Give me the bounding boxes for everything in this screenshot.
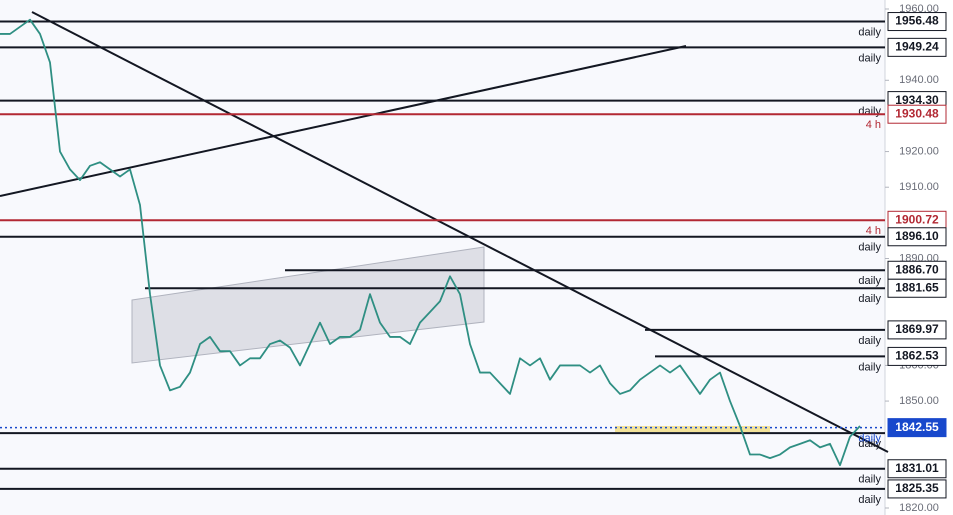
level-tag: 4 h (866, 119, 881, 131)
level-tag: daily (858, 335, 881, 347)
level-tag: daily (858, 474, 881, 486)
level-label-box (887, 346, 947, 366)
level-label-box (887, 320, 947, 340)
level-tag: daily (858, 438, 881, 450)
level-label: 1831.01 (895, 461, 939, 475)
level-label: 1900.72 (895, 212, 939, 226)
level-label: 1825.35 (895, 481, 939, 495)
level-label: 1930.48 (895, 106, 939, 120)
level-tag: daily (858, 106, 881, 118)
price-axis: 1960.001940.001920.001910.001890.001860.… (885, 3, 947, 514)
level-label-box (887, 479, 947, 499)
y-tick-label: 1850.00 (899, 395, 939, 407)
level-label: 1869.97 (895, 322, 939, 336)
plot (0, 18, 861, 467)
level-label-box (887, 227, 947, 247)
level-label: 1842.55 (895, 420, 939, 434)
level-label: 1881.65 (895, 280, 939, 294)
level-tag: daily (858, 52, 881, 64)
trend-line (31, 11, 889, 453)
level-label: 1934.30 (895, 93, 939, 107)
y-tick-label: 1960.00 (899, 3, 939, 15)
level-label: 1886.70 (895, 262, 939, 276)
level-label-box (887, 37, 947, 57)
channel (131, 246, 485, 364)
trend-line (0, 45, 687, 197)
level-label-box (887, 278, 947, 298)
price-line (0, 18, 861, 467)
level-tag: daily (858, 361, 881, 373)
level-label: 1949.24 (895, 40, 939, 54)
level-label-box (887, 12, 947, 32)
level-label-box (887, 418, 947, 438)
level-tag: daily (858, 275, 881, 287)
level-label-box (887, 459, 947, 479)
y-tick-label: 1910.00 (899, 181, 939, 193)
y-tick-label: 1820.00 (899, 502, 939, 514)
level-tag: daily (858, 293, 881, 305)
level-label: 1956.48 (895, 14, 939, 28)
level-tag: 4 h (866, 225, 881, 237)
highlight-zone (615, 426, 770, 432)
level-tag: daily (858, 26, 881, 38)
y-tick-label: 1940.00 (899, 74, 939, 86)
level-label-box (887, 104, 947, 124)
level-tag: daily (858, 433, 881, 445)
level-label: 1862.53 (895, 349, 939, 363)
level-label: 1896.10 (895, 229, 939, 243)
level-tag: daily (858, 242, 881, 254)
y-tick-label: 1920.00 (899, 145, 939, 157)
level-tag: daily (858, 494, 881, 506)
